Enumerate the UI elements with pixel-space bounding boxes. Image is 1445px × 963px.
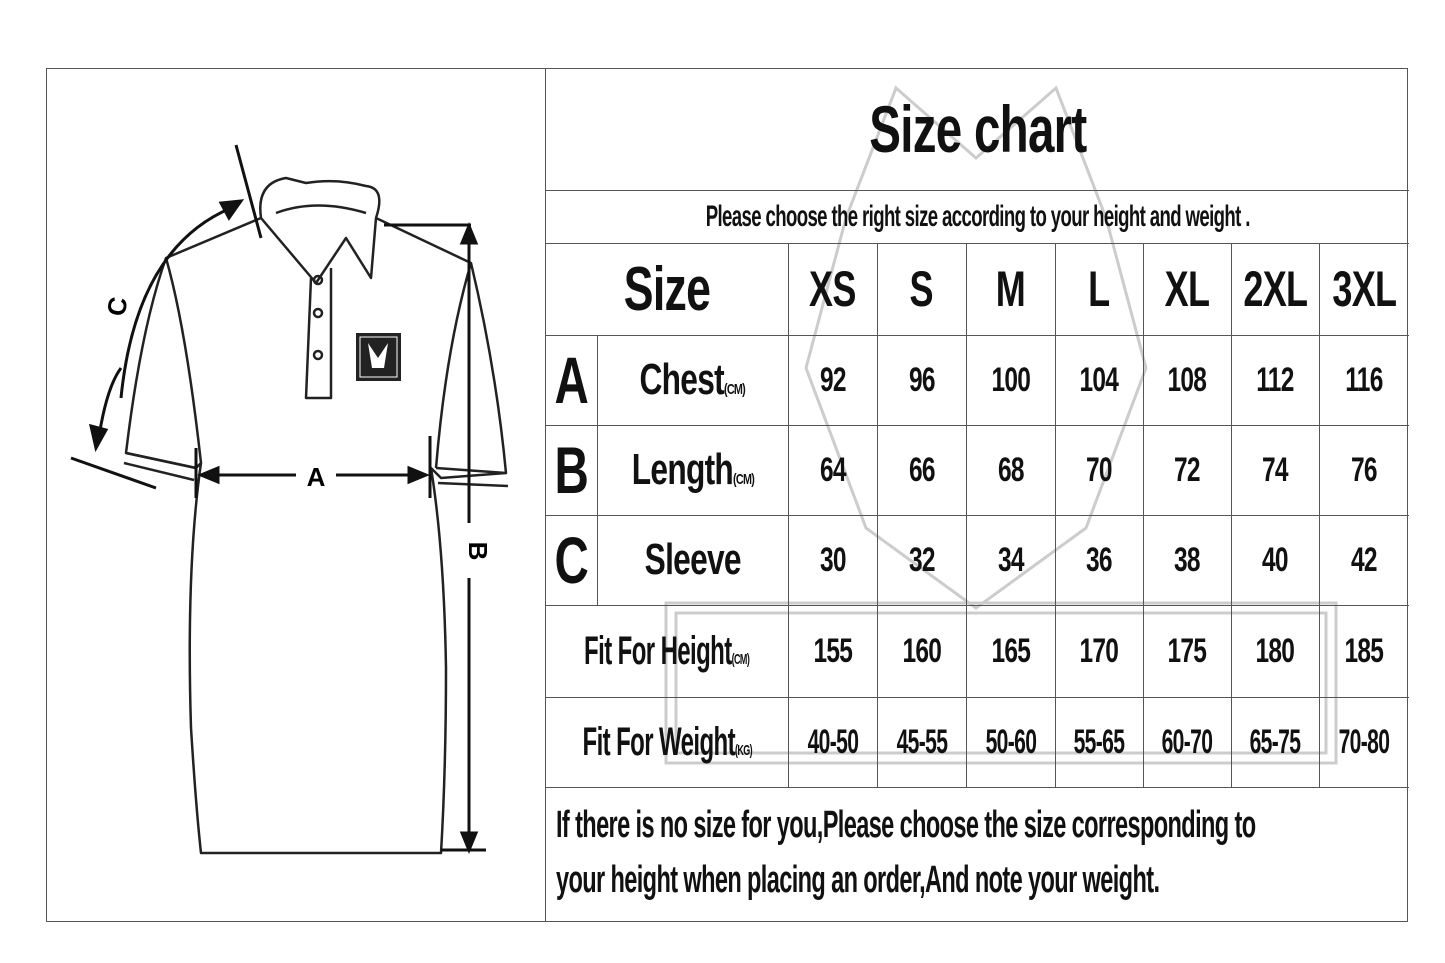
size-header-xl: XL — [1164, 261, 1210, 317]
size-header-xs: XS — [809, 261, 856, 317]
cell-fit-for-height-l: 170 — [1079, 631, 1119, 670]
cell-length-s: 66 — [908, 450, 936, 489]
cell-chest-l: 104 — [1079, 360, 1119, 399]
row-label-fit-for-height: Fit For Height(CM) — [584, 628, 750, 673]
size-header-2xl: 2XL — [1243, 261, 1308, 317]
cell-chest-xl: 108 — [1167, 360, 1207, 399]
cell-fit-for-height-xs: 155 — [813, 631, 852, 670]
cell-fit-for-weight-2xl: 65-75 — [1249, 722, 1301, 761]
row-label-length: Length(CM) — [631, 445, 754, 494]
cell-length-xs: 64 — [819, 450, 847, 489]
cell-fit-for-height-2xl: 180 — [1255, 631, 1295, 670]
polo-shirt-outline: A B C — [70, 144, 509, 855]
label-b: B — [463, 542, 493, 561]
cell-fit-for-weight-s: 45-55 — [896, 722, 947, 761]
cell-fit-for-weight-xl: 60-70 — [1161, 722, 1213, 761]
cell-chest-2xl: 112 — [1256, 360, 1294, 399]
cell-fit-for-weight-l: 55-65 — [1073, 722, 1125, 761]
row-letter-a: A — [554, 343, 589, 417]
shirt-diagram: A B C — [46, 68, 545, 922]
cell-fit-for-height-xl: 175 — [1167, 631, 1207, 670]
size-header-l: L — [1088, 261, 1110, 317]
size-table: Size chart Please choose the right size … — [545, 68, 1409, 922]
cell-length-m: 68 — [997, 450, 1025, 489]
note-line-1: If there is no size for you,Please choos… — [556, 803, 1256, 846]
size-header-s: S — [909, 261, 934, 317]
cell-sleeve-l: 36 — [1086, 540, 1113, 579]
cell-fit-for-height-m: 165 — [991, 631, 1030, 670]
cell-length-xl: 72 — [1174, 450, 1201, 489]
row-label-fit-for-weight: Fit For Weight(KG) — [582, 719, 752, 764]
cell-sleeve-s: 32 — [908, 540, 936, 579]
label-a: A — [307, 462, 326, 492]
cell-length-l: 70 — [1086, 450, 1113, 489]
cell-fit-for-weight-3xl: 70-80 — [1338, 722, 1390, 761]
row-letter-c: C — [554, 523, 589, 597]
cell-chest-xs: 92 — [819, 360, 847, 399]
cell-chest-s: 96 — [908, 360, 936, 399]
cell-chest-3xl: 116 — [1345, 360, 1383, 399]
chart-frame — [46, 68, 1408, 922]
cell-sleeve-m: 34 — [997, 540, 1025, 579]
cell-length-2xl: 74 — [1262, 450, 1289, 489]
size-header-m: M — [995, 261, 1026, 317]
cell-fit-for-weight-xs: 40-50 — [807, 722, 858, 761]
cell-sleeve-2xl: 40 — [1262, 540, 1289, 579]
brand-logo — [356, 333, 401, 381]
cell-sleeve-3xl: 42 — [1351, 540, 1378, 579]
cell-chest-m: 100 — [991, 360, 1030, 399]
size-header-label: Size — [623, 254, 711, 324]
label-c: C — [101, 294, 134, 318]
row-label-chest: Chest(CM) — [639, 355, 746, 404]
row-letter-b: B — [554, 433, 589, 507]
cell-length-3xl: 76 — [1351, 450, 1378, 489]
cell-fit-for-height-3xl: 185 — [1344, 631, 1384, 670]
cell-sleeve-xs: 30 — [819, 540, 847, 579]
cell-sleeve-xl: 38 — [1174, 540, 1201, 579]
cell-fit-for-height-s: 160 — [902, 631, 941, 670]
cell-fit-for-weight-m: 50-60 — [985, 722, 1036, 761]
note-line-2: your height when placing an order,And no… — [556, 858, 1160, 901]
size-header-3xl: 3XL — [1332, 261, 1397, 317]
row-label-sleeve: Sleeve — [644, 535, 741, 584]
subtitle: Please choose the right size according t… — [705, 199, 1250, 233]
page-title: Size chart — [868, 92, 1087, 166]
